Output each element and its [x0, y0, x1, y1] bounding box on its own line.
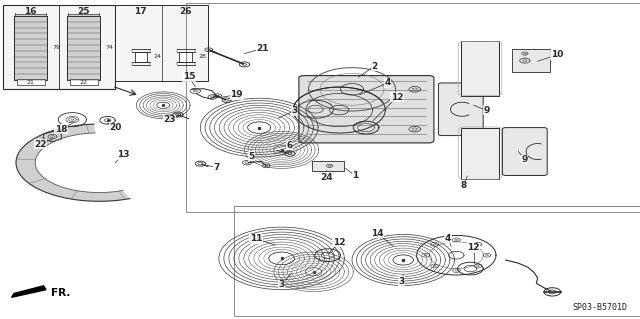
Polygon shape	[12, 286, 46, 297]
Text: 17: 17	[134, 7, 147, 16]
Bar	[512, 49, 550, 72]
Text: 15: 15	[182, 72, 195, 81]
Text: 3: 3	[291, 106, 298, 115]
Text: 24: 24	[154, 54, 161, 59]
Text: 11: 11	[250, 234, 262, 243]
Text: 4: 4	[385, 78, 391, 87]
Text: 19: 19	[230, 90, 243, 99]
Text: 1: 1	[352, 171, 358, 180]
Bar	[461, 128, 499, 179]
Text: 74: 74	[106, 45, 114, 50]
Text: 24: 24	[320, 173, 333, 182]
Bar	[67, 16, 100, 80]
Text: 9: 9	[483, 106, 490, 115]
Bar	[115, 5, 208, 81]
Text: 28: 28	[198, 54, 206, 59]
Bar	[234, 206, 640, 316]
Bar	[134, 52, 147, 62]
Text: 3: 3	[278, 280, 285, 289]
Bar	[17, 79, 45, 85]
Text: 8: 8	[461, 181, 467, 190]
Text: 79: 79	[52, 45, 60, 50]
Text: 22: 22	[34, 140, 47, 149]
Bar	[14, 16, 47, 80]
FancyBboxPatch shape	[502, 128, 547, 175]
Text: 12: 12	[390, 93, 403, 102]
Text: 7: 7	[213, 163, 220, 172]
Bar	[3, 5, 115, 89]
Text: 4: 4	[445, 234, 451, 243]
Bar	[186, 3, 640, 212]
Text: 21: 21	[256, 44, 269, 53]
Text: 12: 12	[467, 243, 480, 252]
Text: 14: 14	[371, 229, 384, 238]
Text: 9: 9	[522, 155, 528, 164]
Text: 10: 10	[550, 50, 563, 59]
Text: 22: 22	[80, 80, 88, 85]
Text: 12: 12	[333, 238, 346, 247]
Text: FR.: FR.	[51, 288, 70, 298]
Text: 18: 18	[54, 125, 67, 134]
Text: 16: 16	[24, 7, 37, 16]
Bar	[70, 79, 98, 85]
Bar	[312, 161, 344, 171]
Text: 25: 25	[77, 7, 90, 16]
Text: 26: 26	[179, 7, 192, 16]
Text: 3: 3	[399, 277, 405, 286]
FancyBboxPatch shape	[438, 83, 483, 136]
Text: 2: 2	[371, 62, 378, 70]
FancyBboxPatch shape	[299, 76, 434, 143]
Text: 5: 5	[248, 152, 255, 161]
Text: 13: 13	[116, 150, 129, 159]
Text: 23: 23	[163, 115, 176, 124]
Text: 21: 21	[27, 80, 35, 85]
Text: 20: 20	[109, 123, 122, 132]
Polygon shape	[16, 124, 130, 201]
Text: SP03-B5701D: SP03-B5701D	[572, 303, 627, 312]
Bar	[179, 52, 192, 62]
Bar	[461, 41, 499, 96]
Text: 6: 6	[287, 141, 293, 150]
